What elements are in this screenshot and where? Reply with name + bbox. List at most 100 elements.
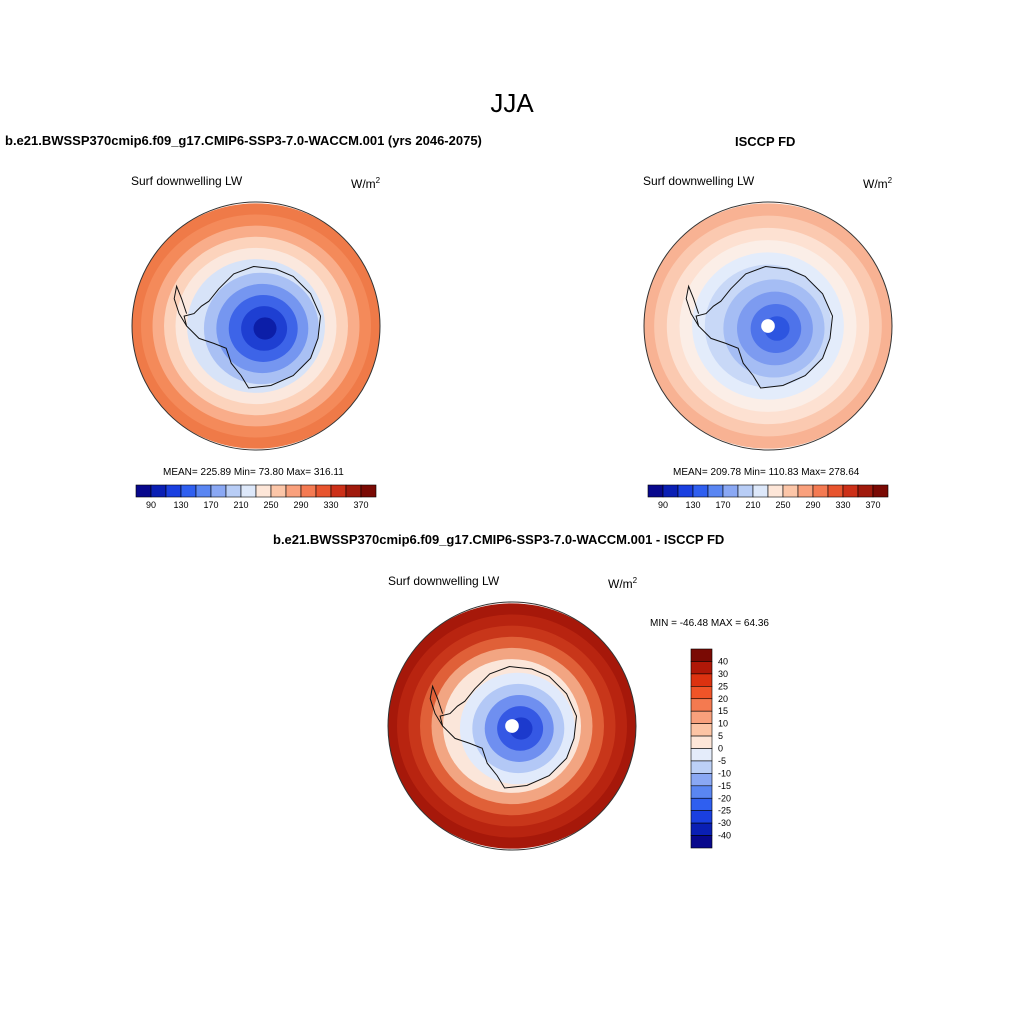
colorbar-tick-label: 370 bbox=[353, 500, 368, 510]
figure-title: JJA bbox=[490, 88, 534, 118]
colorbar-box bbox=[300, 484, 317, 498]
panel-1-title: b.e21.BWSSP370cmip6.f09_g17.CMIP6-SSP3-7… bbox=[5, 133, 482, 148]
antarctica-coastline bbox=[183, 265, 322, 389]
colorbar-box bbox=[240, 484, 257, 498]
colorbar-tick-label: 5 bbox=[718, 731, 723, 741]
colorbar-tick-label: -30 bbox=[718, 818, 731, 828]
colorbar-tick-label: 210 bbox=[745, 500, 760, 510]
panel-3-title: b.e21.BWSSP370cmip6.f09_g17.CMIP6-SSP3-7… bbox=[273, 532, 725, 547]
panel-1-units: W/m2 bbox=[351, 176, 381, 191]
colorbar-tick-label: 210 bbox=[233, 500, 248, 510]
colorbar-box bbox=[857, 484, 874, 498]
colorbar-box bbox=[225, 484, 242, 498]
colorbar-tick-label: 370 bbox=[865, 500, 880, 510]
colorbar-box bbox=[690, 797, 713, 811]
colorbar-tick-label: -20 bbox=[718, 793, 731, 803]
colorbar-box bbox=[690, 723, 713, 737]
panel-2-title: ISCCP FD bbox=[735, 134, 796, 149]
colorbar-tick-label: -10 bbox=[718, 768, 731, 778]
colorbar-box bbox=[690, 810, 713, 824]
colorbar-box bbox=[690, 661, 713, 675]
colorbar-tick-label: 130 bbox=[173, 500, 188, 510]
colorbar-box bbox=[647, 484, 664, 498]
panel-1-stats: MEAN= 225.89 Min= 73.80 Max= 316.11 bbox=[163, 467, 344, 478]
map-boundary bbox=[387, 601, 637, 851]
colorbar-box bbox=[690, 648, 713, 662]
colorbar-tick-label: 40 bbox=[718, 656, 728, 666]
colorbar-box bbox=[180, 484, 197, 498]
colorbar-tick-label: 25 bbox=[718, 681, 728, 691]
colorbar-box bbox=[150, 484, 167, 498]
antarctic-peninsula-coastline bbox=[173, 284, 188, 327]
colorbar-box bbox=[690, 785, 713, 799]
colorbar-box bbox=[797, 484, 814, 498]
colorbar-tick-label: 30 bbox=[718, 669, 728, 679]
colorbar-box bbox=[690, 748, 713, 762]
colorbar-observations: 90 130 170 210 250 290 330 370 bbox=[647, 484, 889, 510]
colorbar-tick-label: 170 bbox=[715, 500, 730, 510]
map-difference bbox=[388, 603, 636, 849]
antarctica-coastline bbox=[695, 265, 834, 389]
colorbar-tick-label: 250 bbox=[263, 500, 278, 510]
colorbar-difference: 40 30 25 20 15 10 5 0 -5 -10 -15 -20 -25 -30 -40 bbox=[690, 648, 731, 849]
colorbar-tick-label: 0 bbox=[718, 744, 723, 754]
colorbar-box bbox=[255, 484, 272, 498]
colorbar-box bbox=[662, 484, 679, 498]
colorbar-tick-label: 90 bbox=[146, 500, 156, 510]
contour-band bbox=[253, 317, 277, 340]
colorbar-box bbox=[690, 698, 713, 712]
colorbar-tick-label: -25 bbox=[718, 806, 731, 816]
map-observations bbox=[644, 203, 892, 449]
panel-3-stats: MIN = -46.48 MAX = 64.36 bbox=[650, 618, 769, 629]
colorbar-box bbox=[360, 484, 377, 498]
colorbar-tick-label: -5 bbox=[718, 756, 726, 766]
panel-1-variable-label: Surf downwelling LW bbox=[131, 174, 243, 188]
colorbar-tick-label: 10 bbox=[718, 719, 728, 729]
missing-data-pole bbox=[761, 319, 775, 333]
colorbar-box bbox=[722, 484, 739, 498]
colorbar-box bbox=[330, 484, 347, 498]
colorbar-tick-label: 250 bbox=[775, 500, 790, 510]
colorbar-box bbox=[677, 484, 694, 498]
colorbar-box bbox=[195, 484, 212, 498]
antarctica-coastline bbox=[439, 665, 578, 789]
colorbar-tick-label: 20 bbox=[718, 694, 728, 704]
map-model bbox=[132, 203, 380, 449]
colorbar-box bbox=[690, 822, 713, 836]
map-boundary bbox=[643, 201, 893, 451]
colorbar-box bbox=[737, 484, 754, 498]
colorbar-box bbox=[315, 484, 332, 498]
map-boundary bbox=[131, 201, 381, 451]
colorbar-box bbox=[752, 484, 769, 498]
colorbar-tick-label: 290 bbox=[293, 500, 308, 510]
antarctic-peninsula-coastline bbox=[429, 684, 444, 727]
antarctic-peninsula-coastline bbox=[685, 284, 700, 327]
colorbar-tick-label: 330 bbox=[835, 500, 850, 510]
colorbar-box bbox=[782, 484, 799, 498]
colorbar-tick-label: -15 bbox=[718, 781, 731, 791]
colorbar-box bbox=[690, 673, 713, 687]
panel-3-variable-label: Surf downwelling LW bbox=[388, 574, 500, 588]
panel-2-stats: MEAN= 209.78 Min= 110.83 Max= 278.64 bbox=[673, 467, 860, 478]
colorbar-box bbox=[690, 835, 713, 849]
colorbar-box bbox=[707, 484, 724, 498]
colorbar-box bbox=[165, 484, 182, 498]
colorbar-tick-label: 290 bbox=[805, 500, 820, 510]
colorbar-box bbox=[690, 735, 713, 749]
colorbar-box bbox=[345, 484, 362, 498]
colorbar-box bbox=[690, 686, 713, 700]
colorbar-box bbox=[285, 484, 302, 498]
colorbar-model: 90 130 170 210 250 290 330 370 bbox=[135, 484, 377, 510]
colorbar-box bbox=[827, 484, 844, 498]
panel-2-units: W/m2 bbox=[863, 176, 893, 191]
colorbar-box bbox=[210, 484, 227, 498]
colorbar-box bbox=[692, 484, 709, 498]
colorbar-tick-label: 170 bbox=[203, 500, 218, 510]
panel-2-variable-label: Surf downwelling LW bbox=[643, 174, 755, 188]
colorbar-tick-label: -40 bbox=[718, 831, 731, 841]
missing-data-pole bbox=[505, 719, 519, 733]
colorbar-box bbox=[135, 484, 152, 498]
colorbar-tick-label: 130 bbox=[685, 500, 700, 510]
colorbar-box bbox=[690, 710, 713, 724]
